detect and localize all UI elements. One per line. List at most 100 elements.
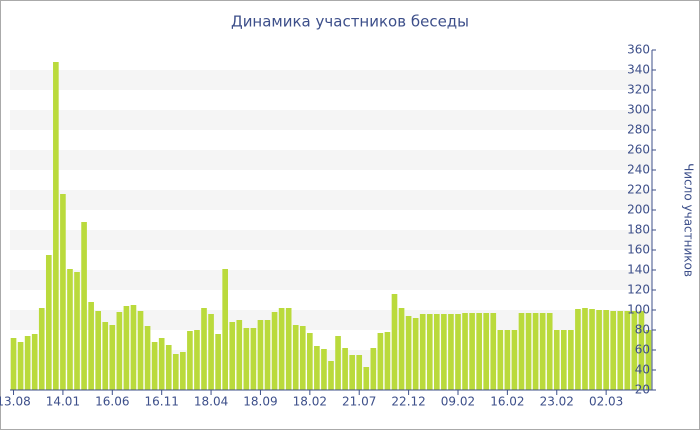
bar	[109, 325, 116, 390]
bar	[95, 311, 102, 390]
x-tick-label: 18.02	[293, 395, 327, 409]
bar	[419, 314, 426, 390]
bar	[53, 62, 59, 390]
bar	[539, 313, 546, 390]
grid-band	[10, 110, 652, 130]
bar	[321, 349, 327, 390]
bar	[610, 311, 617, 390]
bar	[342, 348, 348, 390]
y-tick-label: 300	[627, 103, 650, 117]
bar	[236, 320, 243, 390]
bar	[208, 314, 214, 390]
bar	[158, 338, 165, 390]
x-tick-label: 02.03	[589, 395, 623, 409]
y-tick-label: 40	[635, 363, 650, 377]
bar	[222, 269, 228, 390]
bar	[278, 308, 285, 390]
bar	[391, 294, 398, 390]
y-tick-label: 240	[627, 163, 650, 177]
x-tick-label: 16.06	[95, 395, 129, 409]
bar	[511, 330, 518, 390]
bar	[123, 306, 130, 390]
bar	[81, 222, 87, 390]
bar	[455, 314, 461, 390]
bar	[31, 334, 38, 390]
x-tick-label: 23.02	[540, 395, 574, 409]
bar	[441, 314, 447, 390]
grid-band	[10, 150, 652, 170]
bar	[638, 311, 645, 390]
bar	[17, 342, 24, 390]
grid-band	[10, 230, 652, 250]
bar	[469, 313, 475, 390]
grid-band	[10, 70, 652, 90]
bar	[490, 313, 497, 390]
bar	[377, 333, 384, 390]
x-tick-label: 21.07	[342, 395, 376, 409]
y-tick-label: 160	[627, 243, 650, 257]
y-tick-label: 280	[627, 123, 650, 137]
bar	[201, 308, 207, 390]
bar	[271, 312, 278, 390]
bar	[137, 311, 144, 390]
chart-title: Динамика участников беседы	[231, 13, 469, 31]
bar	[60, 194, 66, 390]
bar	[172, 354, 179, 390]
y-tick-label: 180	[627, 223, 650, 237]
bar	[603, 310, 609, 390]
bar	[349, 355, 355, 390]
y-tick-label: 200	[627, 203, 650, 217]
y-axis-label: Число участников	[682, 163, 696, 277]
bar	[229, 322, 236, 390]
bar	[617, 311, 624, 390]
x-tick-label: 16.11	[145, 395, 179, 409]
bar	[589, 309, 595, 390]
y-tick-label: 340	[627, 63, 650, 77]
bar	[525, 313, 532, 390]
y-tick-label: 60	[635, 343, 650, 357]
bar	[363, 367, 370, 390]
bar	[560, 330, 567, 390]
y-tick-label: 360	[627, 43, 650, 57]
bar	[518, 313, 525, 390]
bar	[645, 330, 652, 390]
bar	[596, 310, 602, 390]
bar	[582, 308, 588, 390]
bar	[434, 314, 440, 390]
x-tick-label: 09.02	[441, 395, 475, 409]
bar	[299, 326, 306, 390]
bar	[532, 313, 539, 390]
bar	[462, 313, 468, 390]
bar	[412, 318, 419, 390]
y-tick-label: 140	[627, 263, 650, 277]
x-tick-label: 13.08	[0, 395, 31, 409]
y-tick-label: 100	[627, 303, 650, 317]
bar	[476, 313, 482, 390]
bar	[575, 309, 581, 390]
bar	[264, 320, 271, 390]
bar	[215, 334, 221, 390]
bar	[165, 345, 172, 390]
bar	[74, 272, 80, 390]
y-tick-label: 120	[627, 283, 650, 297]
bar	[384, 332, 391, 390]
bar	[257, 320, 264, 390]
bar	[546, 313, 553, 390]
bar	[631, 311, 638, 390]
bar	[144, 326, 151, 390]
y-tick-label: 260	[627, 143, 650, 157]
bar	[568, 330, 574, 390]
bar	[194, 330, 200, 390]
bar	[426, 314, 433, 390]
x-tick-label: 18.09	[243, 395, 277, 409]
bar	[243, 328, 250, 390]
bar	[130, 305, 137, 390]
bar	[45, 255, 52, 390]
bar	[504, 330, 511, 390]
bar	[116, 312, 123, 390]
y-tick-label: 220	[627, 183, 650, 197]
x-tick-label: 16.02	[490, 395, 524, 409]
bar	[624, 311, 631, 390]
bar	[180, 352, 186, 390]
bar	[24, 336, 31, 390]
